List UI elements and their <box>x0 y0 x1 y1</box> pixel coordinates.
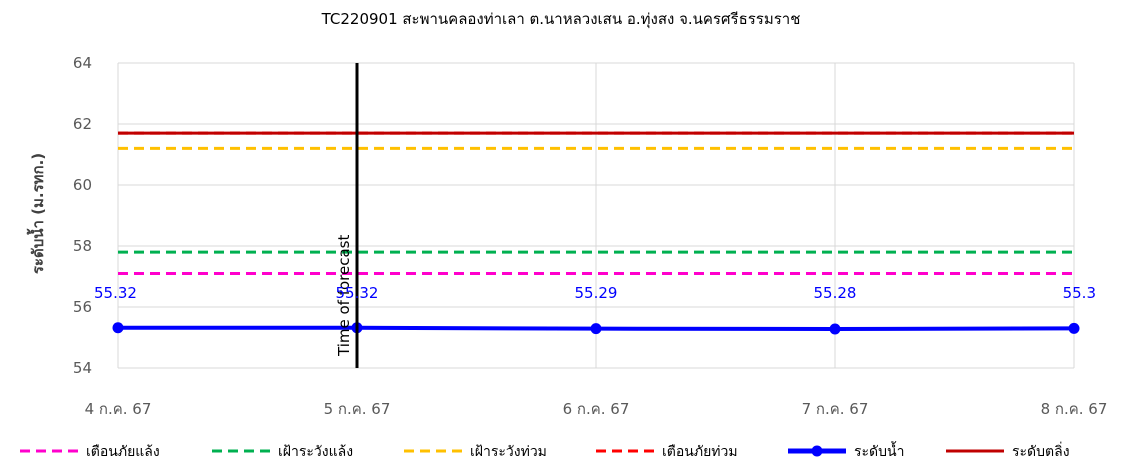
series-layer <box>112 131 1080 335</box>
legend-label: ระดับตลิ่ง <box>1012 442 1070 460</box>
legend: เตือนภัยแล้ง เฝ้าระวังแล้ง เฝ้าระวังท่วม เต… <box>20 441 1070 460</box>
legend-marker <box>811 445 823 457</box>
legend-label: เตือนภัยแล้ง <box>86 444 160 460</box>
legend-label: เตือนภัยท่วม <box>662 444 738 460</box>
y-tick-label: 56 <box>73 298 92 316</box>
x-tick-label: 6 ก.ค. 67 <box>563 400 630 418</box>
data-point <box>112 322 124 334</box>
x-tick-label: 8 ก.ค. 67 <box>1041 400 1108 418</box>
y-tick-label: 64 <box>73 54 92 72</box>
y-tick-label: 54 <box>73 359 92 377</box>
forecast-label: Time of forecast <box>335 235 353 357</box>
data-point <box>1068 322 1080 334</box>
legend-label: ระดับน้ำ <box>854 441 904 460</box>
y-axis-title: ระดับน้ำ (ม.รทก.) <box>26 153 47 274</box>
data-point <box>590 323 602 335</box>
legend-item: เฝ้าระวังแล้ง <box>212 444 353 460</box>
y-tick-label: 62 <box>73 115 92 133</box>
data-label: 55.3 <box>1063 284 1096 302</box>
legend-item: เตือนภัยแล้ง <box>20 444 160 460</box>
x-tick-label: 7 ก.ค. 67 <box>802 400 869 418</box>
legend-item: ระดับน้ำ <box>788 441 904 460</box>
legend-item: เฝ้าระวังท่วม <box>404 444 547 460</box>
data-label: 55.32 <box>94 284 137 302</box>
legend-item: ระดับตลิ่ง <box>946 442 1070 460</box>
data-label: 55.32 <box>336 284 379 302</box>
data-label: 55.29 <box>575 284 618 302</box>
grid <box>117 62 1075 369</box>
y-tick-label: 60 <box>73 176 92 194</box>
data-label: 55.28 <box>814 284 857 302</box>
annotation-layer: Time of forecast <box>335 63 359 368</box>
chart-title: TC220901 สะพานคลองท่าเลา ต.นาหลวงเสน อ.ท… <box>321 10 801 29</box>
legend-label: เฝ้าระวังท่วม <box>470 444 547 460</box>
data-point <box>829 323 841 335</box>
data-labels: 55.32 55.32 55.29 55.28 55.3 <box>94 284 1096 302</box>
x-tick-label: 4 ก.ค. 67 <box>85 400 152 418</box>
axes: 54 56 58 60 62 64 4 ก.ค. 67 5 ก.ค. 67 6 ก.ค. 67 7… <box>26 54 1107 418</box>
y-tick-label: 58 <box>73 237 92 255</box>
x-tick-label: 5 ก.ค. 67 <box>324 400 391 418</box>
legend-label: เฝ้าระวังแล้ง <box>278 444 353 460</box>
legend-item: เตือนภัยท่วม <box>596 444 738 460</box>
